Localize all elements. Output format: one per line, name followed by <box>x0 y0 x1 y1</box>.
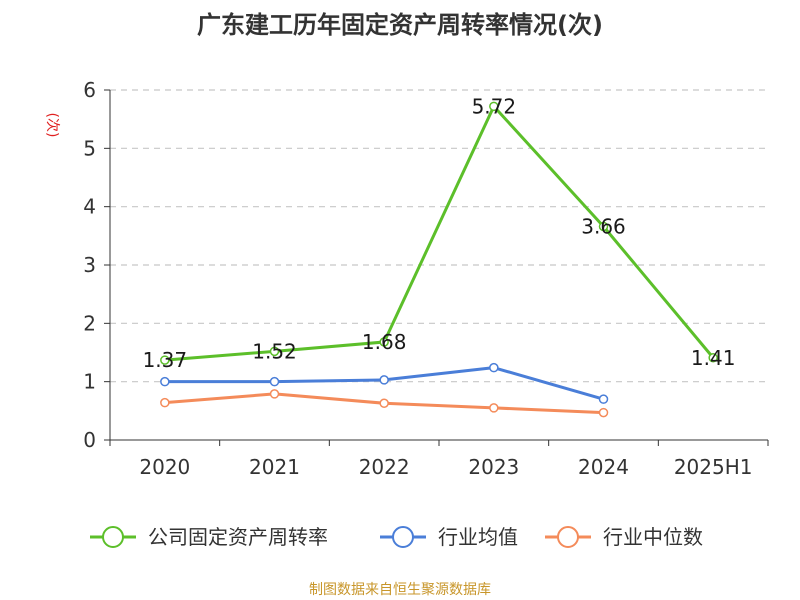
data-point[interactable] <box>269 389 280 399</box>
legend-item-0[interactable]: 公司固定资产周转率 <box>90 525 328 549</box>
series-2 <box>160 389 609 418</box>
data-point[interactable] <box>379 398 389 408</box>
data-point[interactable] <box>269 376 280 387</box>
data-point[interactable] <box>379 375 389 385</box>
legend-label: 行业均值 <box>438 525 518 549</box>
y-tick-label: 6 <box>83 78 96 102</box>
x-tick-label: 2024 <box>578 455 629 479</box>
y-tick-label: 4 <box>83 195 96 219</box>
data-label: 3.66 <box>581 215 626 239</box>
data-point[interactable] <box>598 394 609 404</box>
legend-label: 公司固定资产周转率 <box>148 525 328 549</box>
y-tick-label: 5 <box>83 136 96 160</box>
data-point[interactable] <box>489 362 499 373</box>
data-point[interactable] <box>160 376 170 387</box>
x-tick-label: 2023 <box>468 455 519 479</box>
data-point[interactable] <box>160 355 170 365</box>
data-label: 1.52 <box>252 339 297 363</box>
data-point[interactable] <box>489 101 499 112</box>
legend-marker <box>102 526 124 548</box>
x-tick-label: 2020 <box>139 455 190 479</box>
data-point[interactable] <box>269 346 280 357</box>
x-tick-label: 2021 <box>249 455 300 479</box>
y-tick-label: 3 <box>83 253 96 277</box>
data-label: 1.68 <box>362 330 407 354</box>
y-tick-label: 2 <box>83 311 96 335</box>
y-tick-label: 0 <box>83 428 96 452</box>
legend-marker <box>392 526 414 548</box>
legend[interactable]: 公司固定资产周转率 行业均值 行业中位数 <box>90 525 703 549</box>
x-tick-label: 2025H1 <box>674 455 753 479</box>
data-label: 1.37 <box>143 348 188 372</box>
grid-lines <box>110 89 768 383</box>
series-0 <box>160 101 718 365</box>
chart-title: 广东建工历年固定资产周转率情况(次) <box>197 11 603 39</box>
y-axis-label: (次) <box>44 113 60 138</box>
source-note: 制图数据来自恒生聚源数据库 <box>309 582 491 598</box>
data-point[interactable] <box>379 337 389 347</box>
data-point[interactable] <box>598 221 609 232</box>
data-point[interactable] <box>160 397 170 408</box>
y-tick-label: 1 <box>83 370 96 394</box>
legend-label: 行业中位数 <box>603 525 703 549</box>
series-group <box>160 101 718 418</box>
series-line <box>164 104 715 362</box>
series-1 <box>160 362 609 404</box>
data-labels: 1.37 1.52 1.68 5.72 3.66 1.41 <box>143 94 736 372</box>
legend-marker <box>557 526 579 548</box>
data-point[interactable] <box>489 403 499 413</box>
data-label: 5.72 <box>472 94 517 118</box>
data-label: 1.41 <box>691 346 736 370</box>
data-point[interactable] <box>708 353 718 363</box>
legend-item-1[interactable]: 行业均值 <box>380 525 518 549</box>
x-tick-label: 2022 <box>359 455 410 479</box>
data-point[interactable] <box>598 407 609 418</box>
axes: 0 1 2 3 4 5 6 2020 2021 2022 2023 2024 2025H1 <box>83 78 769 479</box>
legend-item-2[interactable]: 行业中位数 <box>545 525 703 549</box>
